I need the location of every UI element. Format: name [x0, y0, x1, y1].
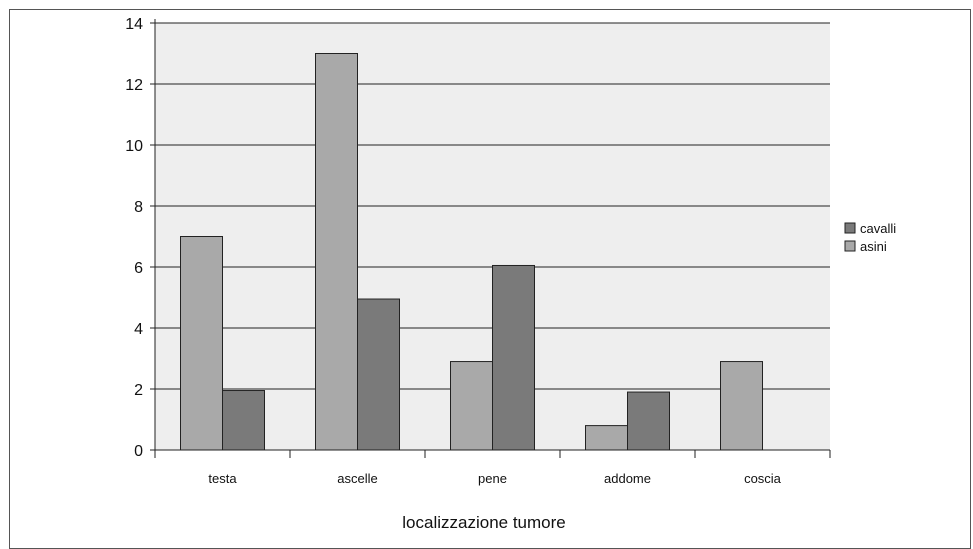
bar-cavalli-ascelle [357, 298, 400, 451]
legend-swatch-cavalli [844, 222, 856, 234]
legend-swatch-asini [844, 240, 856, 252]
y-tick-label: 2 [134, 382, 143, 399]
legend-label-asini: asini [860, 239, 887, 254]
bar-asini-pene [450, 361, 493, 451]
bars [180, 53, 763, 451]
y-tick-label: 0 [134, 443, 143, 460]
x-axis-title: localizzazione tumore [402, 513, 565, 532]
bar-asini-addome [585, 425, 628, 451]
bar-cavalli-addome [627, 391, 670, 451]
bar-cavalli-testa [222, 390, 265, 451]
bar-cavalli-pene [492, 264, 535, 451]
legend-label-cavalli: cavalli [860, 221, 896, 236]
bar-asini-ascelle [315, 53, 358, 451]
x-category-label: coscia [744, 471, 782, 486]
x-category-label: pene [478, 471, 507, 486]
bar-asini-coscia [720, 361, 763, 451]
y-tick-label: 14 [125, 16, 143, 33]
y-tick-label: 6 [134, 260, 143, 277]
y-tick-label: 12 [125, 77, 143, 94]
legend: cavalli asini [844, 221, 896, 254]
y-tick-label: 10 [125, 138, 143, 155]
axes: 0 2 4 6 8 10 12 14 testa ascelle pene addome coscia [125, 16, 831, 486]
y-tick-label: 8 [134, 199, 143, 216]
x-category-label: ascelle [337, 471, 377, 486]
x-category-label: testa [208, 471, 237, 486]
y-tick-label: 4 [134, 321, 143, 338]
x-category-label: addome [604, 471, 651, 486]
bar-asini-testa [180, 236, 223, 451]
